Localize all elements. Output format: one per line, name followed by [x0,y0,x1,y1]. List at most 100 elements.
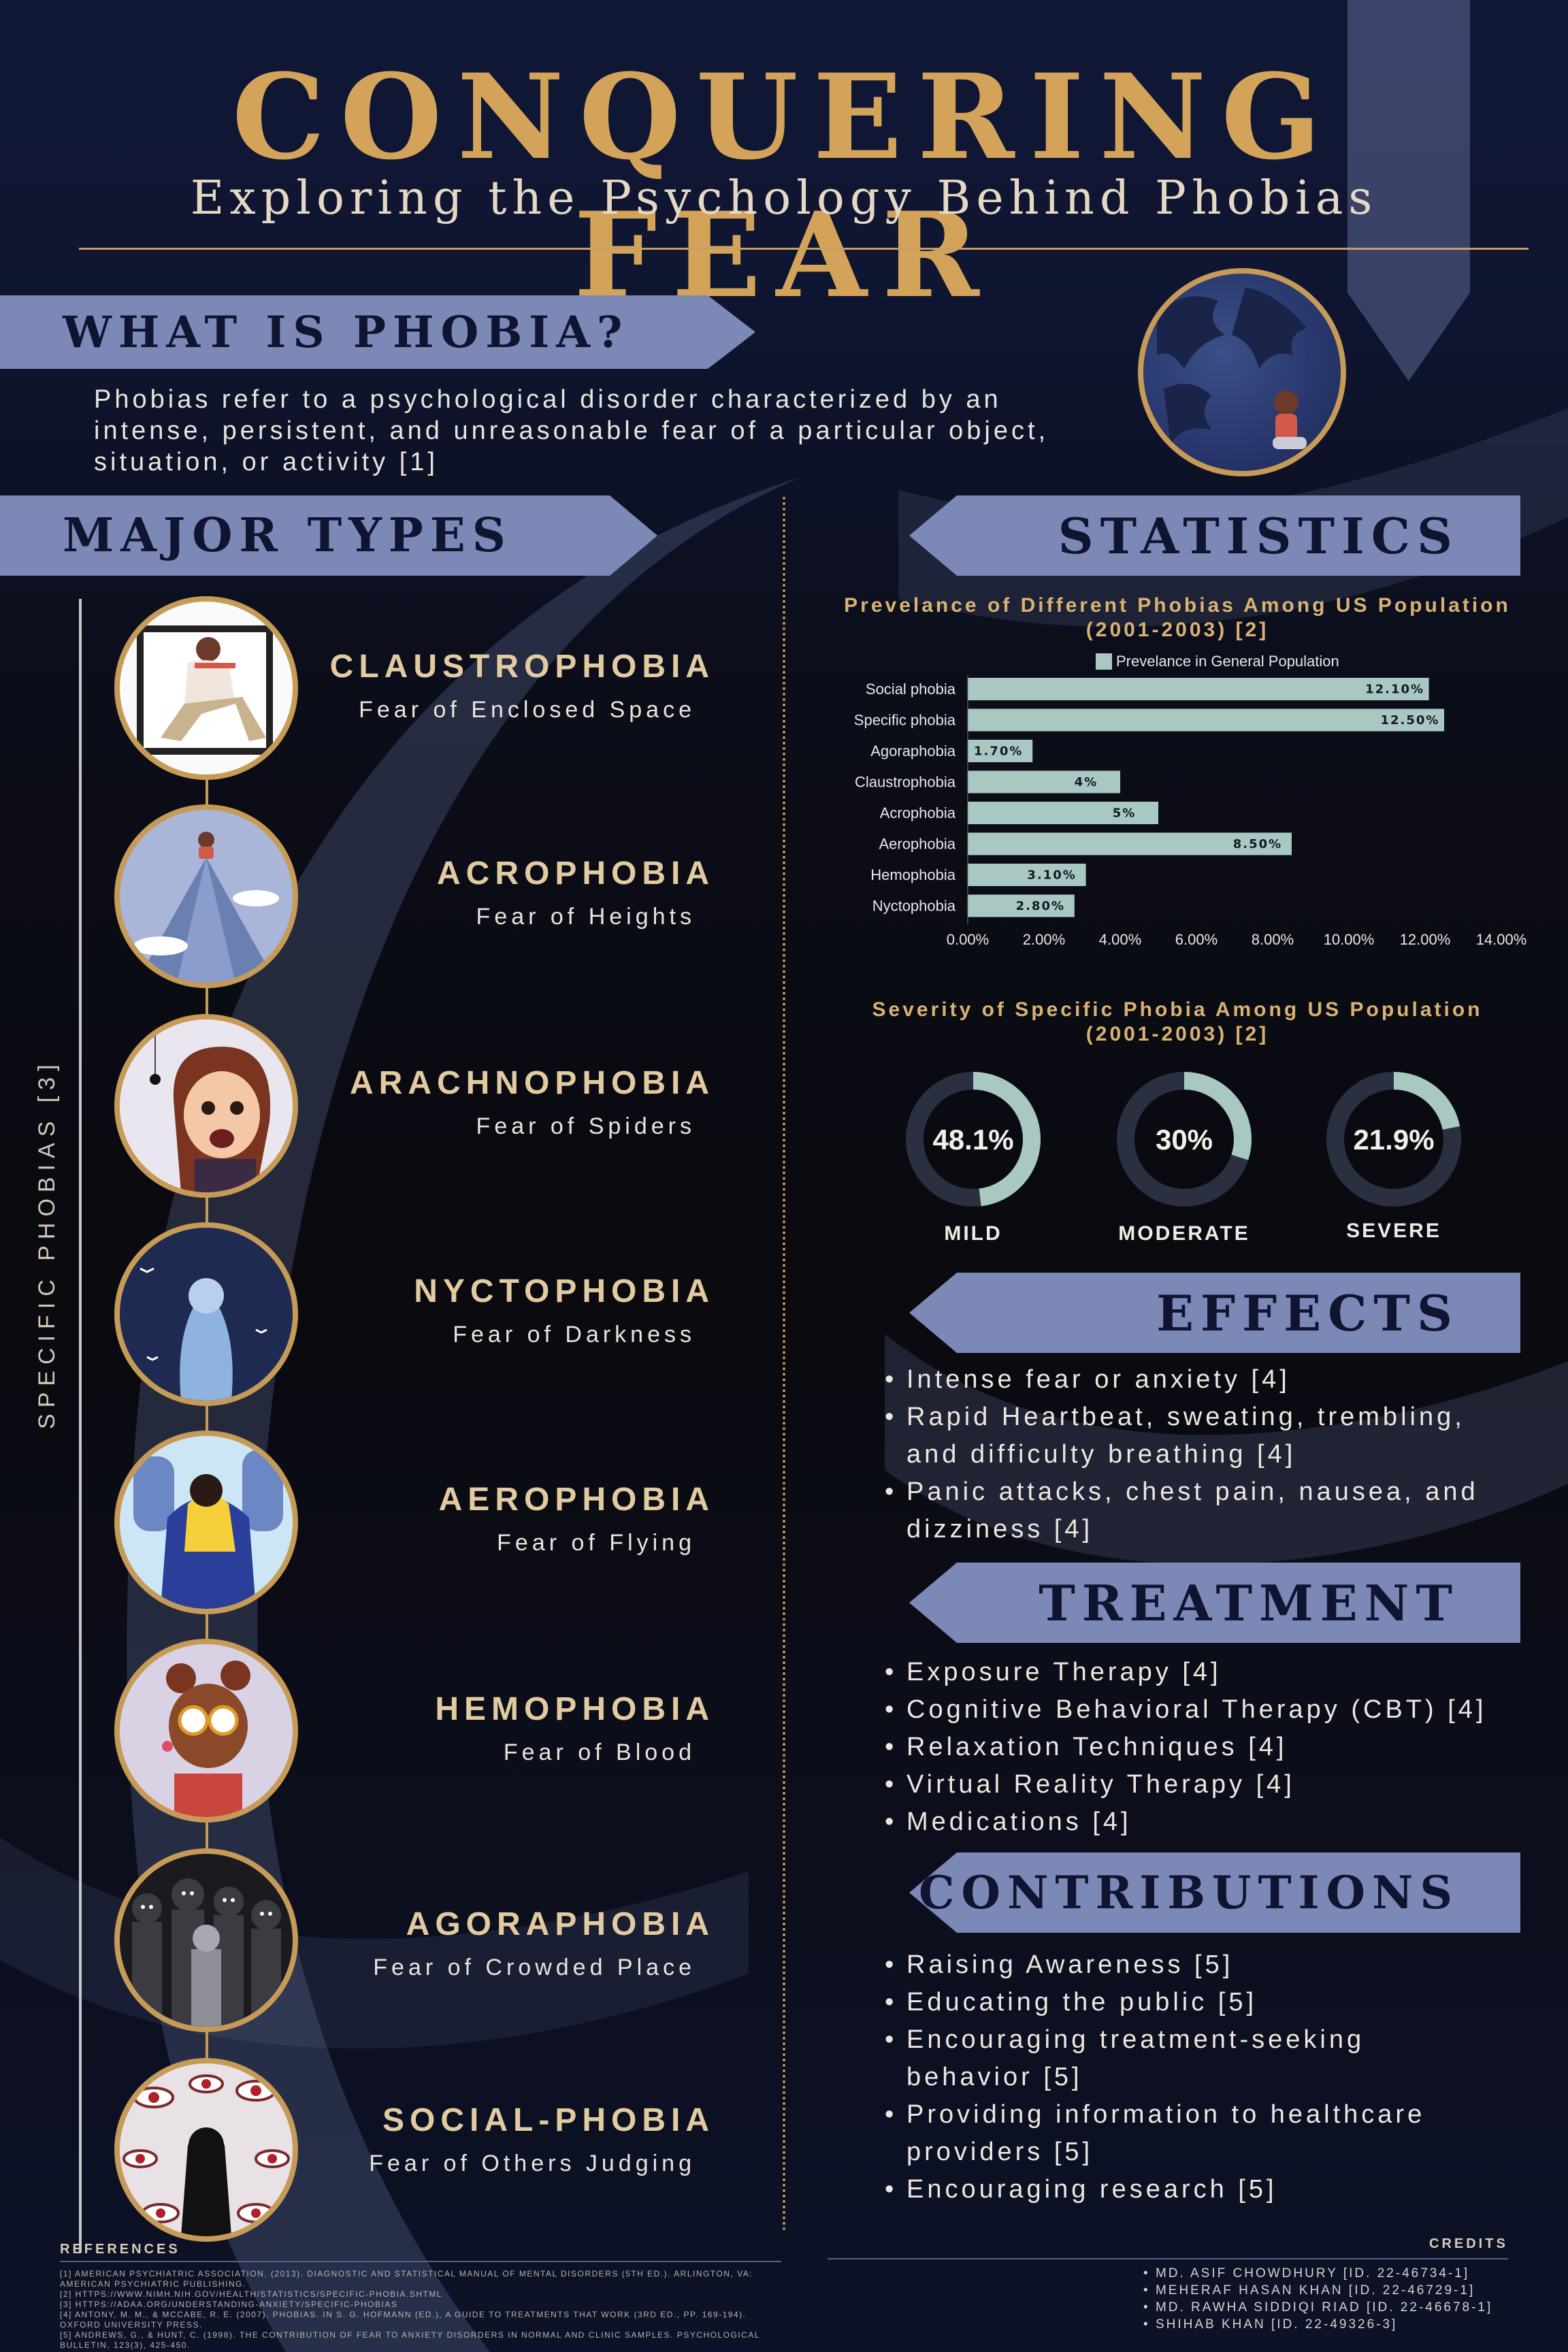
data-label: 8.50% [1233,837,1282,851]
effects-item-text: Intense fear or anxiety [4] [906,1365,1290,1394]
treatment-item: Virtual Reality Therapy [4] [885,1766,1538,1803]
contributions-list: Raising Awareness [5] Educating the publ… [885,1946,1538,2208]
contributions-heading: CONTRIBUTIONS [919,1866,1459,1919]
contributions-item: Raising Awareness [5] [885,1946,1538,1984]
effects-banner: EFFECTS [909,1273,1520,1353]
type-desc-arachnophobia: Fear of Spiders [476,1113,696,1139]
effects-item-text: Rapid Heartbeat, sweating, trembling, [906,1403,1465,1431]
treatment-list: Exposure Therapy [4] Cognitive Behaviora… [885,1654,1538,1841]
category-label: Social phobia [866,681,956,698]
category-label: Specific phobia [854,711,956,728]
side-bracket-line [79,599,82,2253]
what-is-line: situation, or activity [1] [94,448,438,476]
x-tick-label: 8.00% [1252,931,1294,948]
severity-title-line: Severity of Specific Phobia Among US Pop… [872,998,1483,1021]
specific-phobias-label: SPECIFIC PHOBIAS [3] [34,1058,60,1429]
references-heading: REFERENCES [60,2242,180,2257]
type-desc-social-phobia: Fear of Others Judging [369,2151,696,2176]
shadow-hands-illustration [1138,268,1346,476]
donut-value-label: 48.1% [932,1124,1013,1156]
type-desc-aerophobia: Fear of Flying [497,1530,696,1556]
bar [968,708,1444,732]
effects-item-text: and difficulty breathing [4] [906,1440,1296,1469]
prevalence-title-line: Prevelance of Different Phobias Among US… [844,594,1511,617]
donut-label-mild: MILD [944,1222,1002,1245]
type-name-aerophobia: AEROPHOBIA [438,1482,715,1518]
data-label: 1.70% [974,744,1023,758]
airplane-seat-icon [133,1450,283,1609]
contributions-banner: CONTRIBUTIONS [909,1852,1520,1933]
treatment-item: Cognitive Behavioral Therapy (CBT) [4] [885,1691,1538,1729]
data-label: 3.10% [1027,868,1076,882]
type-name-acrophobia: ACROPHOBIA [436,855,715,892]
agoraphobia-image [114,1848,298,2032]
bar [968,802,1158,824]
category-label: Agoraphobia [870,742,956,760]
statistics-banner: STATISTICS [909,495,1520,576]
person-in-box-icon [137,625,273,755]
reference-line: [2] HTTPS://WWW.NIMH.NIH.GOV/HEALTH/STAT… [60,2289,443,2299]
severity-chart-title: Severity of Specific Phobia Among US Pop… [803,998,1552,1047]
arachnophobia-image [114,1014,298,1198]
effects-heading: EFFECTS [1156,1284,1459,1342]
bleeding-finger-icon [162,1661,250,1817]
donut-severe: 21.9% [1326,1072,1461,1207]
data-label: 12.50% [1381,713,1440,728]
bar [968,770,1120,794]
credit-person: • MD. RAWHA SIDDIQI RIAD [ID. 22-46678-1… [1143,2300,1493,2315]
effects-item: Rapid Heartbeat, sweating, trembling, and… [885,1399,1538,1473]
x-tick-label: 0.00% [947,931,989,948]
reference-line: BULLETIN, 123(3), 425-450. [60,2340,191,2350]
contributions-item-text: behavior [5] [906,2063,1083,2091]
type-desc-agoraphobia: Fear of Crowded Place [373,1955,696,1980]
bar [968,740,1033,762]
treatment-item-text: Virtual Reality Therapy [4] [906,1770,1295,1799]
type-name-agoraphobia: AGORAPHOBIA [406,1906,715,1942]
donut-label-moderate: MODERATE [1118,1222,1250,1245]
reference-line: [5] ANDREWS, G., & HUNT, C. (1998). THE … [60,2330,761,2340]
contributions-item-text: Raising Awareness [5] [906,1950,1234,1979]
type-name-nyctophobia: NYCTOPHOBIA [414,1273,715,1309]
contributions-item-text: Encouraging research [5] [906,2175,1277,2204]
severity-title-line: (2001-2003) [2] [1085,1023,1269,1045]
spider-icon [150,1019,271,1192]
x-tick-label: 14.00% [1476,931,1527,948]
statistics-heading: STATISTICS [1058,506,1459,565]
types-connector-line [206,681,208,2178]
credit-person-name: MD. RAWHA SIDDIQI RIAD [ID. 22-46678-1] [1155,2300,1493,2315]
donut-moderate: 30% [1117,1072,1252,1207]
credit-person: • MD. ASIF CHOWDHURY [ID. 22-46734-1] [1143,2266,1470,2281]
prevalence-title-line: (2001-2003) [2] [1085,619,1269,641]
treatment-item-text: Relaxation Techniques [4] [906,1733,1288,1761]
what-is-text: Phobias refer to a psychological disorde… [94,384,1183,478]
contributions-item-text: Educating the public [5] [906,1988,1258,2016]
x-tick-label: 4.00% [1099,931,1141,948]
donut-value-label: 21.9% [1353,1124,1434,1156]
mountain-peak-icon [133,832,279,983]
chart-legend: Prevelance in General Population [1096,653,1339,670]
credit-person: • SHIHAB KHAN [ID. 22-49326-3] [1143,2317,1398,2332]
donut-mild: 48.1% [906,1072,1041,1207]
dark-figure-icon [140,1267,267,1401]
type-desc-nyctophobia: Fear of Darkness [453,1322,696,1348]
effects-item: Panic attacks, chest pain, nausea, and di… [885,1473,1538,1548]
contributions-item: Educating the public [5] [885,1984,1538,2021]
reference-line: [4] ANTONY, M. M., & MCCABE, R. E. (2007… [60,2310,747,2319]
references-list: [1] AMERICAN PSYCHIATRIC ASSOCIATION. (2… [60,2269,808,2351]
what-is-line: Phobias refer to a psychological disorde… [94,385,1002,414]
page-title: CONQUERING FEAR [231,48,1337,324]
treatment-item-text: Medications [4] [906,1808,1132,1836]
legend-label: Prevelance in General Population [1116,653,1339,670]
contributions-item: Encouraging research [5] [885,2171,1538,2208]
bar [968,832,1292,855]
center-dotted-divider [783,497,785,2232]
contributions-item: Encouraging treatment-seeking behavior [5… [885,2021,1538,2096]
type-name-hemophobia: HEMOPHOBIA [435,1691,715,1727]
credit-person-name: MEHERAF HASAN KHAN [ID. 22-46729-1] [1155,2283,1475,2298]
what-is-heading: WHAT IS PHOBIA? [63,306,630,358]
page-subtitle: Exploring the Psychology Behind Phobias [190,172,1378,225]
claustrophobia-image [114,596,298,780]
reference-line: [1] AMERICAN PSYCHIATRIC ASSOCIATION. (2… [60,2269,753,2278]
what-is-line: intense, persistent, and unreasonable fe… [94,416,1049,445]
